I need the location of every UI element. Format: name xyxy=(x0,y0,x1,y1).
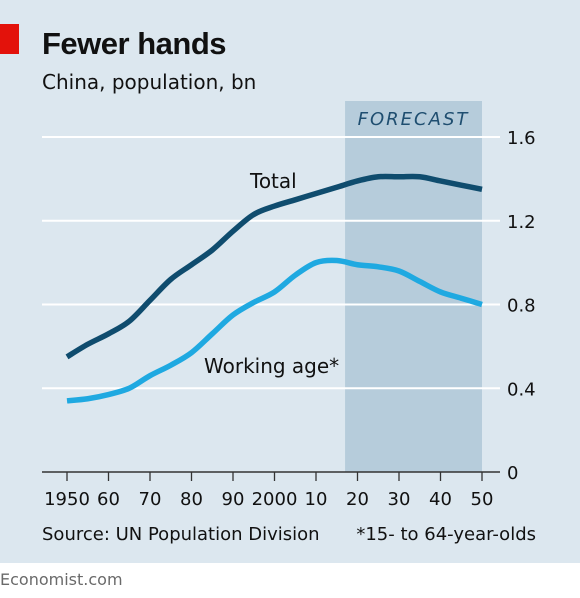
series-label-working-age: Working age* xyxy=(204,354,339,378)
y-axis-ticks: 0 0.4 0.8 1.2 1.6 xyxy=(507,128,536,484)
forecast-band xyxy=(345,101,482,472)
chart-subtitle: China, population, bn xyxy=(42,70,257,94)
y-tick-label: 0.4 xyxy=(507,379,536,400)
x-tick-label: 40 xyxy=(429,489,452,510)
forecast-label: FORECAST xyxy=(358,109,470,130)
footnote: *15- to 64-year-olds xyxy=(356,524,536,545)
gridlines xyxy=(42,136,500,473)
x-tick-label: 80 xyxy=(180,489,203,510)
x-tick-label: 30 xyxy=(388,489,411,510)
series-lines xyxy=(65,173,483,404)
x-tick-label: 2000 xyxy=(252,489,298,510)
x-tick-label: 60 xyxy=(97,489,120,510)
chart-title: Fewer hands xyxy=(42,26,227,61)
x-tick-label: 20 xyxy=(346,489,369,510)
x-tick-label: 70 xyxy=(139,489,162,510)
y-tick-label: 0 xyxy=(507,463,518,484)
series-line-working-age xyxy=(66,257,483,404)
line-chart: FORECAST 00.40.81.21.6 1950 60 70 80 90 2000 1… xyxy=(42,101,536,510)
x-tick-label: 10 xyxy=(305,489,328,510)
x-tick-label: 90 xyxy=(222,489,245,510)
series-line-total xyxy=(65,173,483,360)
y-tick-label: 1.2 xyxy=(507,212,536,233)
red-tag-marker xyxy=(0,24,19,54)
brand-logo-text: Economist.com xyxy=(0,570,123,589)
y-tick-label: 0.8 xyxy=(507,296,536,317)
x-tick-label: 50 xyxy=(471,489,494,510)
x-axis-ticks: 1950 60 70 80 90 2000 10 20 30 40 50 xyxy=(44,472,493,510)
y-tick-label: 1.6 xyxy=(507,128,536,149)
source-note: Source: UN Population Division xyxy=(42,524,320,545)
x-tick-label: 1950 xyxy=(44,489,90,510)
series-label-total: Total xyxy=(249,169,297,193)
